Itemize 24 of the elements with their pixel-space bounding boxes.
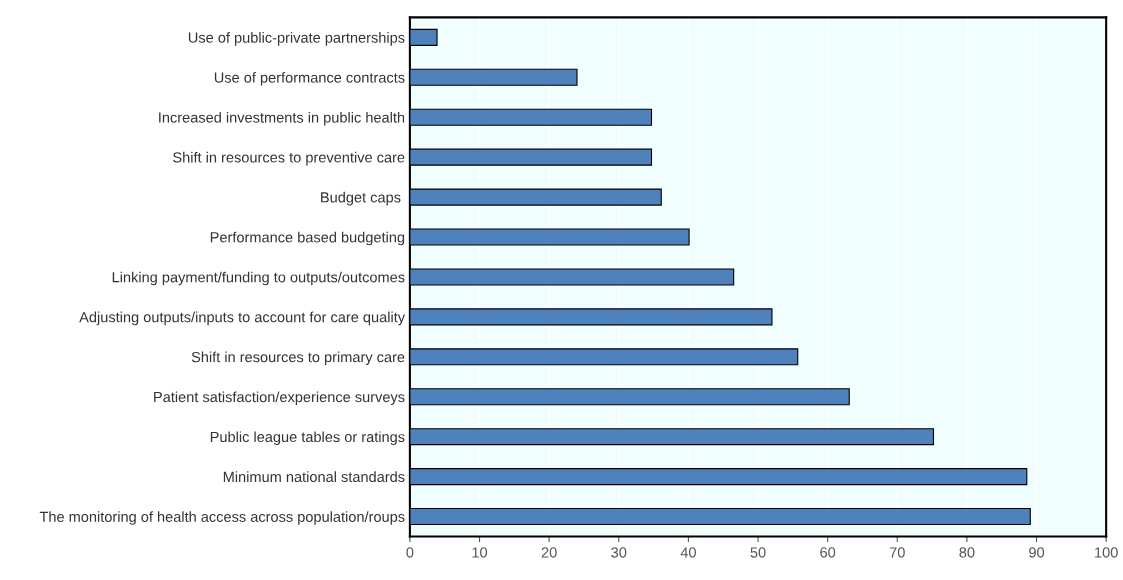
x-tick-label: 40 [680, 547, 696, 558]
x-tick-label: 20 [541, 547, 557, 558]
y-tick-label: Increased investments in public health [159, 111, 405, 126]
y-tick-label: Shift in resources to preventive care [173, 151, 405, 166]
x-tick-label: 100 [1095, 547, 1118, 558]
x-tick-label: 80 [959, 547, 975, 558]
x-tick-label: 60 [820, 547, 836, 558]
y-tick-label: Use of performance contracts [214, 72, 405, 86]
y-tick-label: Patient satisfaction/experience surveys [154, 391, 405, 406]
y-tick-label: Adjusting outputs/inputs to account for care quality [79, 311, 406, 326]
y-tick-label: Public league tables or ratings [210, 431, 405, 445]
x-tick-label: 70 [889, 547, 905, 558]
x-tick-label: 0 [406, 547, 414, 558]
y-tick-label: Linking payment/funding to outputs/outcomes [112, 271, 405, 286]
y-tick-label: The monitoring of health access across population/roups [39, 511, 405, 525]
x-tick-label: 90 [1029, 547, 1045, 558]
y-tick-label: Budget caps [321, 191, 401, 206]
x-tick-label: 50 [750, 547, 766, 558]
y-tick-label: Use of public-private partnerships [188, 32, 405, 46]
y-tick-label: Performance based budgeting [210, 231, 405, 246]
y-tick-label: Shift in resources to primary care [191, 351, 405, 366]
x-tick-label: 10 [472, 547, 488, 558]
y-tick-label: Minimum national standards [223, 471, 405, 483]
x-tick-label: 30 [611, 547, 627, 558]
